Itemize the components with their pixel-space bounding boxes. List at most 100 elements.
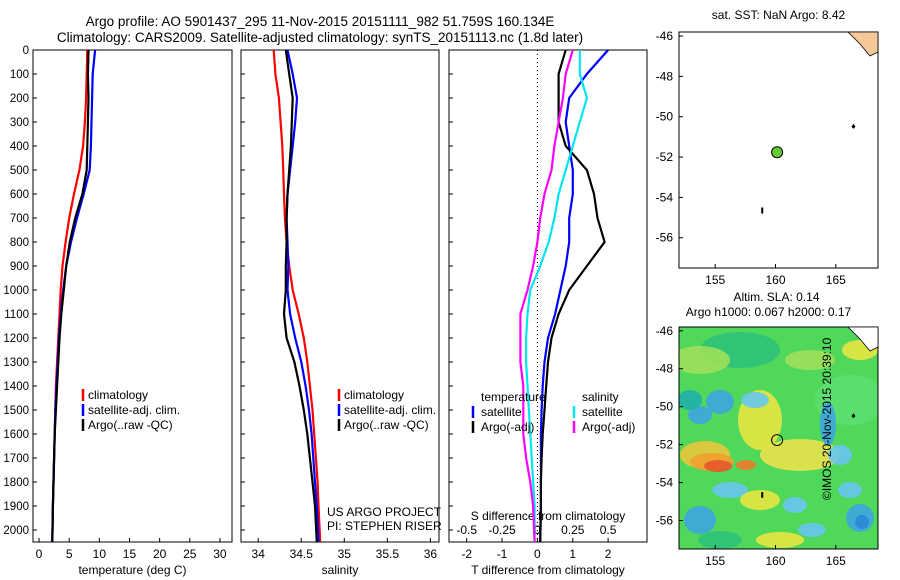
depth-tick-label: 1600 (3, 429, 29, 441)
sla-anomaly-patch (684, 506, 716, 534)
sst-map-x-tick-label: 160 (765, 273, 785, 287)
temperature-x-tick-label: 30 (213, 547, 227, 561)
difference-x-tick-label: 0 (534, 547, 541, 561)
depth-tick-label: 1800 (3, 477, 29, 489)
temperature-x-tick-label: 25 (183, 547, 197, 561)
sla-anomaly-patch (740, 490, 780, 510)
salinity-x-tick-label: 35.5 (376, 547, 400, 561)
diff-legend-temperature-title: temperature (481, 390, 546, 404)
temperature-legend-label: Argo(..raw -QC) (88, 418, 173, 432)
depth-tick-label: 1900 (3, 501, 29, 513)
depth-tick-label: 400 (10, 141, 29, 153)
depth-tick-label: 700 (10, 213, 29, 225)
depth-tick-label: 1500 (3, 405, 29, 417)
temperature-frame (32, 49, 233, 543)
sst-map-y-tick-label: -54 (656, 190, 674, 204)
difference-x-tick-label: 2 (605, 547, 612, 561)
sst-map-y-tick-label: -52 (656, 150, 674, 164)
depth-tick-label: 1700 (3, 453, 29, 465)
sla-map-title: Altim. SLA: 0.14 (733, 290, 819, 304)
sla-map-x-tick-label: 165 (826, 554, 846, 568)
temperature-series-climatology (51, 49, 89, 543)
depth-tick-label: 900 (10, 261, 29, 273)
depth-tick-label: 1300 (3, 357, 29, 369)
sla-anomaly-patch (756, 532, 804, 548)
sla-anomaly-patch (760, 439, 840, 471)
diff-legend-label: satellite (582, 405, 623, 419)
depth-tick-label: 0 (23, 45, 29, 57)
salinity-x-axis-label: salinity (322, 563, 359, 577)
sla-map-float-marker (771, 434, 784, 447)
sla-anomaly-patch (688, 406, 712, 424)
salinity-diff-tick-label: -0.5 (456, 523, 477, 537)
sla-anomaly-patch (855, 515, 869, 529)
sla-map-landmass (847, 326, 879, 352)
difference-series-argo-adj- (539, 49, 606, 543)
diff-legend-salinity-title: salinity (582, 390, 619, 404)
difference-series-satellite (539, 49, 609, 543)
sla-anomaly-patch (785, 350, 835, 370)
salinity-series-satellite-adj-clim- (285, 49, 320, 543)
depth-tick-label: 1200 (3, 333, 29, 345)
depth-tick-label: 300 (10, 117, 29, 129)
depth-tick-label: 1100 (4, 309, 29, 321)
sla-anomaly-patch (838, 482, 862, 498)
difference-x-tick-label: -1 (497, 547, 508, 561)
salinity-x-tick-label: 36 (424, 547, 438, 561)
sla-anomaly-patch (783, 497, 807, 513)
depth-tick-label: 2000 (3, 525, 29, 537)
sla-anomaly-patch (828, 445, 852, 465)
salinity-diff-tick-label: -0.25 (488, 523, 516, 537)
temperature-x-tick-label: 10 (93, 547, 107, 561)
sla-map-x-tick-label: 155 (705, 554, 725, 568)
sla-anomaly-patch (704, 460, 732, 472)
temperature-legend-label: climatology (88, 388, 148, 402)
depth-tick-label: 1400 (3, 381, 29, 393)
sst-map-y-tick-label: -50 (656, 110, 674, 124)
salinity-x-tick-label: 35 (338, 547, 352, 561)
sst-map-title: sat. SST: NaN Argo: 8.42 (712, 8, 846, 22)
credit-text: ©IMOS 20-Nov-2015 20:39:10 (820, 337, 834, 500)
sst-map-panel: 155 160 165 -46 -48 -50 -52 -54 -56 sat. SST: NaN… (656, 8, 879, 287)
salinity-diff-tick-label: 0.25 (561, 523, 585, 537)
sla-anomaly-patch (741, 392, 769, 408)
depth-tick-label: 500 (10, 165, 29, 177)
sst-map-frame (678, 31, 879, 269)
temperature-x-tick-label: 15 (123, 547, 137, 561)
sst-map-landmass (847, 31, 879, 57)
sla-map-subtitle: Argo h1000: 0.067 h2000: 0.17 (686, 305, 852, 319)
sst-map-y-tick-label: -46 (656, 29, 674, 43)
salinity-legend-label: Argo(..raw -QC) (344, 418, 429, 432)
sla-anomaly-patch (712, 482, 748, 498)
depth-tick-label: 800 (10, 237, 29, 249)
sla-map-y-tick-label: -56 (656, 514, 674, 528)
difference-x-tick-label: 1 (569, 547, 576, 561)
sst-map-y-tick-label: -48 (656, 69, 674, 83)
sst-map-x-tick-label: 165 (826, 273, 846, 287)
sst-map-island-auckland (851, 123, 856, 129)
sla-map-y-tick-label: -52 (656, 438, 674, 452)
sla-map-x-tick-label: 160 (765, 554, 785, 568)
sla-anomaly-patch (698, 531, 742, 549)
temperature-x-tick-label: 0 (36, 547, 43, 561)
sla-map-y-tick-label: -54 (656, 476, 674, 490)
salinity-series-climatology (272, 49, 322, 543)
difference-frame (448, 49, 648, 543)
sla-map-frame (678, 326, 879, 550)
project-annotation: US ARGO PROJECT (327, 505, 442, 519)
salinity-panel: 34 34.5 35 35.5 36 salinity climatologysatelli… (240, 49, 442, 577)
sla-anomaly-patch (679, 346, 730, 374)
sst-map-float-marker (771, 146, 784, 159)
salinity-legend-label: climatology (344, 388, 404, 402)
salinity-diff-tick-label: 0 (534, 523, 541, 537)
sla-anomaly-patch (798, 523, 826, 537)
salinity-series-argo-raw-qc- (282, 49, 318, 543)
sla-anomaly-patch (736, 460, 756, 470)
sla-map-panel: 155 160 165 -46 -48 -50 -52 -54 -56 Altim. SLA: 0… (656, 290, 879, 568)
sla-heatmap (679, 327, 878, 549)
difference-x-tick-label: -2 (461, 547, 472, 561)
depth-tick-label: 1000 (3, 285, 29, 297)
project-annotation: PI: STEPHEN RISER (327, 519, 442, 533)
depth-tick-label: 100 (10, 69, 29, 81)
temperature-legend-label: satellite-adj. clim. (88, 403, 180, 417)
